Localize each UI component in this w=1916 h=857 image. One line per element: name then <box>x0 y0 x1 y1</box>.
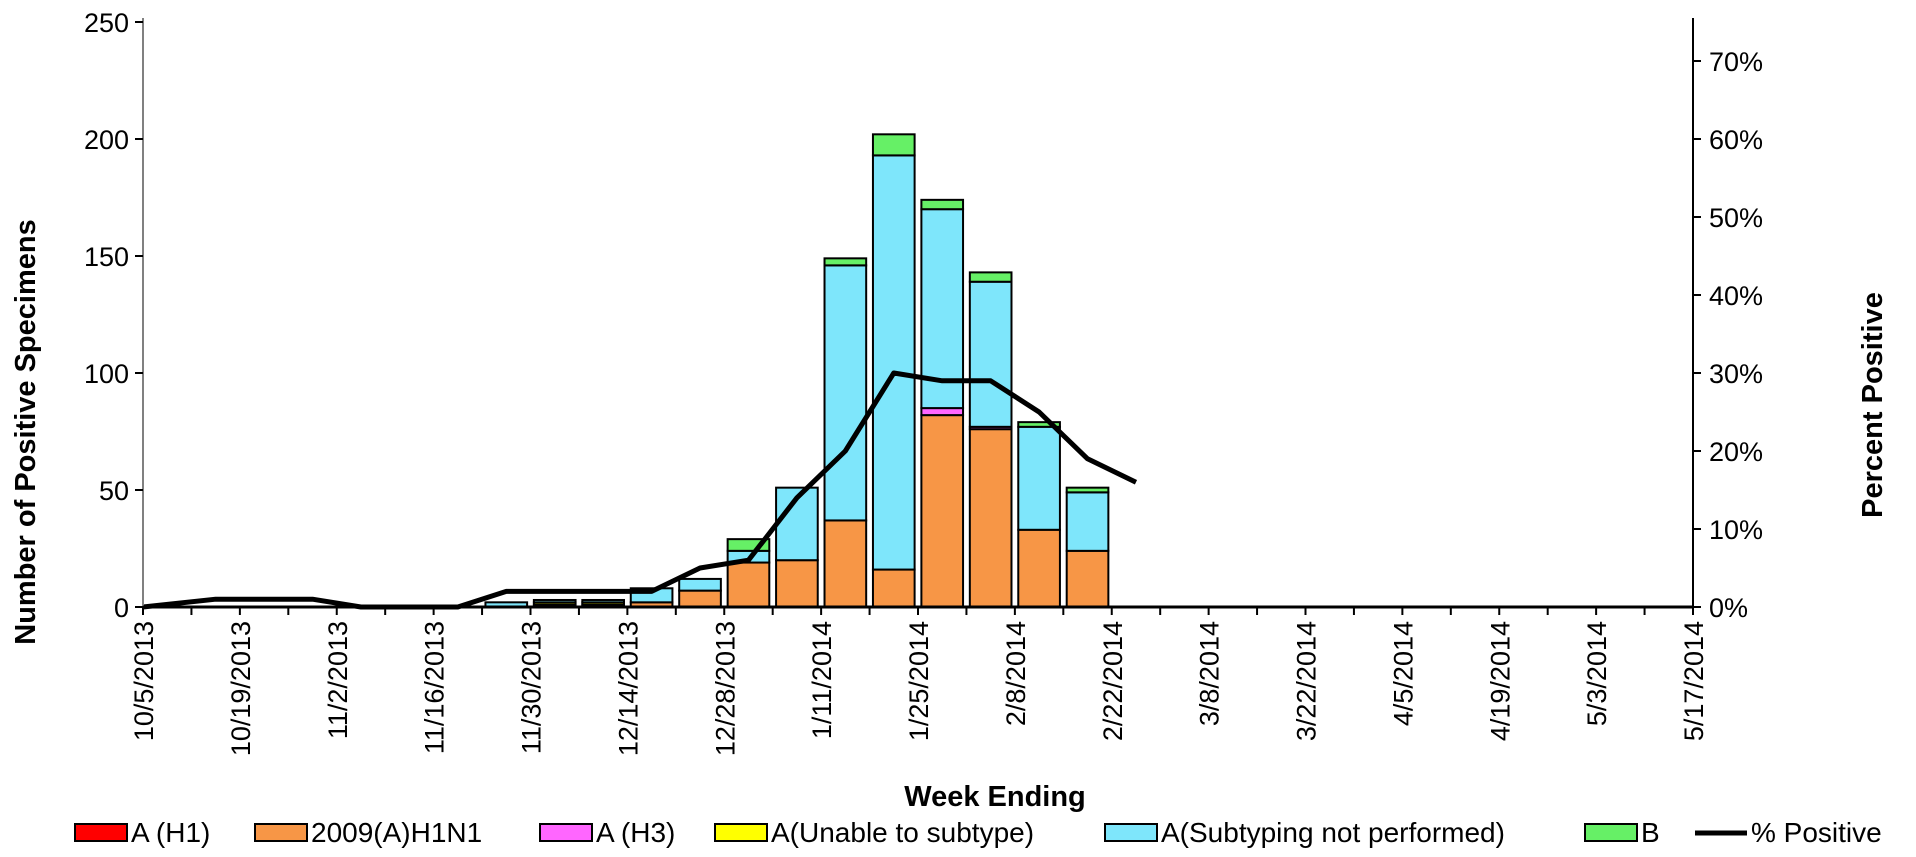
bar-segment-s4-w14 <box>823 264 868 522</box>
percent-positive-line <box>142 370 1138 610</box>
y2-tick-label: 20% <box>1709 437 1763 467</box>
x-tick-label: 11/2/2013 <box>323 621 353 739</box>
y2-tick-label: 70% <box>1709 47 1763 77</box>
legend-swatch <box>74 823 128 842</box>
x-tick-label: 2/8/2014 <box>1001 621 1031 726</box>
bar-segment-s1-w14 <box>823 519 868 608</box>
bar-segment-s5-w15 <box>871 133 916 157</box>
y-tick-label: 100 <box>84 359 129 389</box>
bar-segment-s1-w11 <box>678 589 722 608</box>
bars-layer <box>484 133 1110 609</box>
bar-segment-s4-w11 <box>678 577 722 592</box>
x-tick-label: 11/16/2013 <box>420 621 450 754</box>
bar-segment-s5-w16 <box>920 198 965 211</box>
bar-segment-s2-w16 <box>920 407 965 417</box>
legend-label: A(Unable to subtype) <box>771 817 1034 848</box>
x-tick-label: 1/25/2014 <box>904 621 934 741</box>
legend-label: 2009(A)H1N1 <box>311 817 482 848</box>
x-tick-label: 11/30/2013 <box>517 621 547 754</box>
bar-segment-s1-w15 <box>871 568 916 608</box>
x-tick-label: 3/8/2014 <box>1195 621 1225 726</box>
x-tick-label: 3/22/2014 <box>1292 621 1322 741</box>
legend-label: % Positive <box>1751 817 1882 848</box>
y2-tick-label: 60% <box>1709 125 1763 155</box>
legend-label: B <box>1641 817 1660 848</box>
y2-tick-label: 50% <box>1709 203 1763 233</box>
x-tick-label: 10/19/2013 <box>226 621 256 756</box>
axes-layer <box>135 18 1701 615</box>
y2-tick-label: 40% <box>1709 281 1763 311</box>
legend-swatch <box>1104 823 1158 842</box>
bar-segment-s1-w19 <box>1065 549 1110 609</box>
bar-segment-s5-w17 <box>968 271 1013 283</box>
bar-segment-s4-w17 <box>968 280 1013 428</box>
y2-axis-title: Percent Positive <box>1857 292 1889 518</box>
y-tick-label: 0 <box>114 593 129 623</box>
bar-segment-s1-w12 <box>726 561 771 608</box>
bar-segment-s5-w18 <box>1017 421 1061 428</box>
legend-swatch <box>1584 823 1638 842</box>
x-tick-label: 12/28/2013 <box>710 621 740 756</box>
bar-segment-s4-w15 <box>871 154 916 571</box>
x-axis-title: Week Ending <box>904 781 1086 813</box>
x-tick-label: 4/19/2014 <box>1485 621 1515 741</box>
y-tick-label: 200 <box>84 125 129 155</box>
line-layer <box>142 370 1138 610</box>
x-tick-label: 1/11/2014 <box>807 621 837 739</box>
x-tick-label: 2/22/2014 <box>1098 621 1128 741</box>
bar-segment-s4-w19 <box>1065 491 1110 552</box>
legend-label: A(Subtyping not performed) <box>1161 817 1505 848</box>
bar-segment-s1-w17 <box>968 428 1013 608</box>
x-tick-label: 10/5/2013 <box>129 621 159 741</box>
bar-segment-s1-w13 <box>775 559 819 609</box>
bar-segment-s4-w8 <box>532 598 577 604</box>
y-tick-label: 50 <box>99 476 129 506</box>
legend: A (H1) 2009(A)H1N1 A (H3) A(Unable to subty… <box>74 817 1882 848</box>
bar-segment-s5-w14 <box>823 257 868 267</box>
y2-tick-label: 0% <box>1709 593 1748 623</box>
y-tick-label: 150 <box>84 242 129 272</box>
y2-tick-label: 30% <box>1709 359 1763 389</box>
bar-segment-s5-w12 <box>726 538 771 552</box>
x-tick-label: 12/14/2013 <box>613 621 643 756</box>
x-tick-label: 5/17/2014 <box>1679 621 1709 741</box>
y2-tick-label: 10% <box>1709 515 1763 545</box>
legend-label: A (H1) <box>131 817 210 848</box>
legend-label: A (H3) <box>596 817 675 848</box>
x-tick-label: 4/5/2014 <box>1388 621 1418 726</box>
legend-swatch <box>714 823 768 842</box>
bar-segment-s1-w16 <box>920 414 965 608</box>
legend-swatch <box>539 823 593 842</box>
bar-segment-s4-w18 <box>1017 425 1061 531</box>
y-tick-label: 250 <box>84 8 129 38</box>
tick-labels-layer: 0 50 100 150 200 250 0% 10% 20% 30% 40% 50% 60% 70% 10… <box>84 8 1763 756</box>
y-axis-title: Number of Positive Specimens <box>10 219 42 644</box>
x-tick-label: 5/3/2014 <box>1582 621 1612 726</box>
bar-segment-s4-w9 <box>581 598 625 604</box>
legend-swatch <box>254 823 308 842</box>
bar-segment-s5-w19 <box>1065 486 1110 494</box>
bar-segment-s1-w18 <box>1017 528 1061 609</box>
